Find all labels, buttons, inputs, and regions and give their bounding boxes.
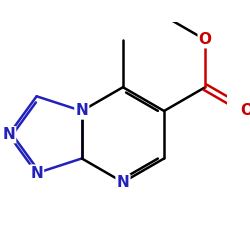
Text: N: N <box>2 127 15 142</box>
Text: N: N <box>116 175 129 190</box>
Text: O: O <box>199 32 212 47</box>
Text: O: O <box>240 104 250 118</box>
Text: N: N <box>30 166 43 181</box>
Text: N: N <box>76 104 88 118</box>
